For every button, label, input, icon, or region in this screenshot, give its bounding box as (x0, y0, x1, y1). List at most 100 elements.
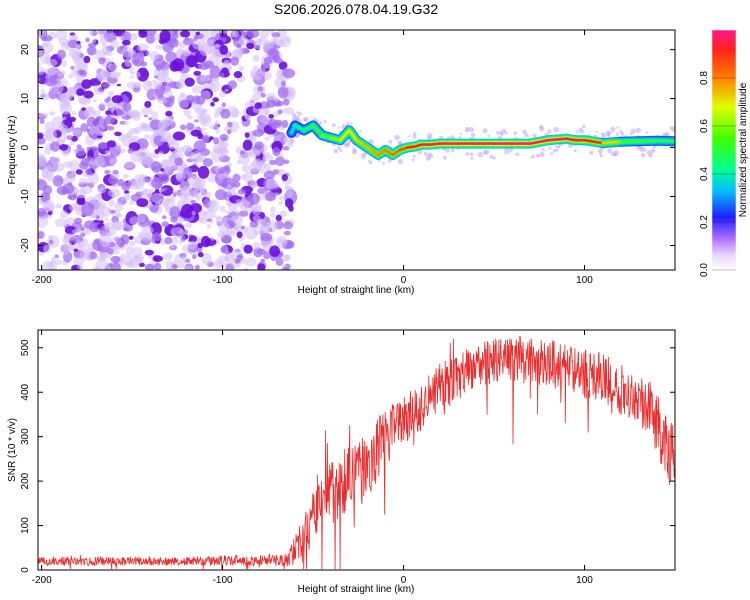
noise-blob (230, 56, 239, 66)
noise-blob (227, 80, 238, 90)
noise-blob (153, 58, 166, 69)
ridge-halo (556, 145, 561, 149)
noise-blob (76, 198, 86, 206)
noise-blob (54, 259, 63, 265)
ridge-halo (579, 127, 583, 132)
noise-blob (38, 67, 45, 75)
snr-panel: -200 -100 0 100 0 100 200 300 400 500 Height of … (7, 329, 676, 595)
noise-blob (72, 128, 82, 136)
ridge-halo (539, 152, 545, 157)
ridge-halo (303, 116, 309, 122)
noise-blob (145, 33, 156, 44)
noise-blob (265, 178, 277, 189)
noise-blob (121, 46, 135, 58)
spectrogram-x-label: Height of straight line (km) (298, 285, 415, 296)
noise-blob (38, 157, 43, 162)
ridge-halo (598, 148, 603, 154)
noise-blob (55, 30, 68, 41)
noise-blob (238, 65, 245, 72)
snr-background (38, 330, 675, 570)
y-tick-label: 10 (20, 93, 31, 105)
noise-blob (144, 100, 152, 108)
noise-blob (68, 116, 76, 122)
ridge-halo (515, 152, 520, 157)
noise-blob (260, 232, 273, 242)
noise-blob (61, 60, 67, 68)
noise-blob (114, 201, 124, 212)
ridge-halo (513, 131, 518, 136)
ridge-halo (344, 143, 350, 148)
noise-blob (155, 188, 160, 194)
noise-blob (142, 123, 148, 129)
noise-blob (38, 76, 41, 82)
noise-blob (240, 173, 246, 180)
noise-blob (102, 82, 111, 88)
ridge-segment (369, 148, 380, 157)
noise-blob (210, 237, 215, 241)
x-tick-label: 0 (401, 275, 407, 286)
noise-blob (109, 209, 116, 214)
noise-blob (219, 205, 226, 213)
noise-blob (222, 30, 228, 34)
noise-blob (277, 86, 289, 99)
noise-blob (180, 30, 191, 38)
noise-blob (202, 135, 210, 144)
noise-blob (171, 264, 178, 269)
ridge-halo (425, 155, 432, 161)
noise-blob (249, 103, 254, 106)
ridge-halo (426, 153, 431, 158)
noise-blob (220, 182, 229, 188)
ridge-halo (465, 129, 469, 133)
noise-blob (72, 228, 80, 235)
ridge-halo (459, 132, 462, 135)
noise-blob (114, 131, 122, 137)
ridge-halo (606, 133, 611, 137)
noise-blob (68, 49, 79, 58)
noise-blob (120, 253, 127, 261)
ridge-halo (337, 126, 340, 129)
noise-blob (249, 181, 258, 188)
noise-blob (243, 171, 253, 183)
snr-x-axis: -200 -100 0 100 (32, 330, 593, 586)
noise-blob (209, 124, 214, 129)
noise-blob (120, 195, 126, 201)
ridge-halo (442, 155, 447, 160)
noise-blob (235, 199, 244, 206)
noise-blob (44, 67, 57, 76)
ridge-halo (338, 130, 341, 134)
noise-blob (195, 95, 206, 105)
noise-blob (137, 43, 149, 52)
noise-blob (61, 41, 70, 50)
noise-blob (199, 43, 212, 56)
spectrogram-y-label: Frequency (Hz) (7, 116, 18, 185)
noise-blob (110, 262, 121, 270)
noise-blob (39, 119, 45, 124)
ridge-halo (496, 133, 499, 136)
noise-blob (221, 102, 227, 108)
noise-blob (242, 139, 253, 151)
noise-blob (281, 174, 288, 182)
noise-blob (124, 57, 133, 67)
noise-blob (106, 140, 117, 148)
noise-blob (42, 42, 49, 47)
noise-blob (51, 127, 59, 132)
noise-blob (112, 221, 122, 231)
ridge-halo (295, 115, 300, 120)
ridge-halo (532, 133, 537, 138)
x-tick-label: 0 (401, 575, 407, 586)
ridge-halo (504, 147, 509, 153)
ridge-halo (352, 147, 356, 151)
noise-blob (285, 240, 295, 249)
noise-blob (129, 75, 135, 79)
noise-blob (279, 195, 286, 202)
noise-blob (185, 55, 198, 68)
ridge-halo (647, 150, 653, 156)
noise-blob (144, 263, 155, 270)
noise-blob (238, 210, 249, 217)
colorbar-tick-label: 0.4 (699, 167, 710, 181)
noise-blob (46, 59, 58, 67)
noise-blob (169, 206, 181, 219)
noise-blob (59, 102, 72, 115)
noise-blob (194, 119, 199, 123)
ridge-halo (427, 136, 432, 141)
